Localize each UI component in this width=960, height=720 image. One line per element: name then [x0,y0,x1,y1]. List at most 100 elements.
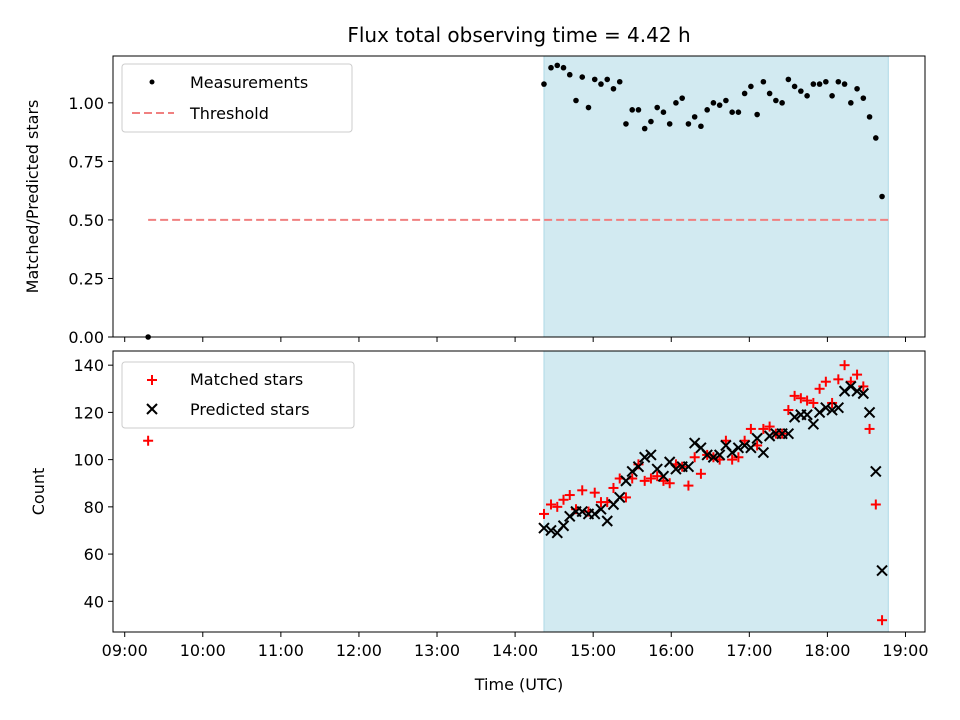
x-tick-label: 14:00 [492,641,538,660]
top-legend-box [121,63,353,133]
predicted-star-point [763,430,776,442]
measurement-point [748,83,754,90]
measurement-point [873,135,879,141]
measurement-point [616,78,623,85]
predicted-star-point [826,404,838,416]
measurement-point [610,85,617,92]
measurement-point [635,107,642,113]
measurement-point [698,123,704,130]
chart-title: Flux total observing time = 4.42 h [347,23,690,47]
y-tick-label: 100 [73,451,104,470]
x-tick-label: 18:00 [804,641,850,660]
measurement-point [560,64,567,71]
measurement-point [541,81,547,87]
matched-star-point [639,475,650,486]
measurement-point [573,97,579,104]
predicted-star-point [632,460,645,473]
matched-star-point [814,383,825,394]
predicted-star-point [557,520,570,532]
predicted-star-point [732,442,745,454]
predicted-star-point [832,401,845,414]
measurement-point [829,93,835,99]
x-tick-label: 10:00 [180,641,226,660]
measurement-point [729,109,735,115]
measurement-point [735,109,742,115]
measurement-point [548,64,554,71]
legend-measurements-marker [149,79,155,85]
measurement-point [741,90,748,97]
x-tick-label: 17:00 [726,641,772,660]
measurement-point [673,100,679,106]
measurement-point [685,121,692,127]
predicted-star-point [851,385,863,397]
measurement-point [779,100,785,106]
top-y-axis-label: Matched/Predicted stars [23,100,42,294]
matched-star-point [689,452,700,463]
measurement-point [591,76,598,83]
predicted-star-point [601,515,613,527]
predicted-star-point [820,401,832,414]
measurement-point [766,90,773,97]
predicted-star-point [801,409,813,421]
legend-predicted-label: Predicted stars [190,400,310,419]
y-tick-label: 120 [73,403,104,422]
x-tick-label: 13:00 [414,641,460,660]
measurement-point [866,114,873,120]
matched-star-point [546,499,557,510]
predicted-star-point [620,475,632,487]
legend-matched-label: Matched stars [190,370,303,389]
measurement-point [760,78,767,85]
measurement-point [648,118,654,125]
measurement-point [798,88,804,94]
matched-star-point [833,374,844,385]
measurement-point [723,97,729,104]
predicted-star-point [782,427,795,440]
y-tick-label: 60 [84,545,104,564]
top-axes-frame [112,55,926,338]
measurement-point [679,95,685,101]
bottom-plot-area [143,360,888,626]
matched-star-point [589,487,600,498]
predicted-star-point [614,491,626,504]
measurement-point [641,125,648,132]
y-tick-label: 80 [84,498,104,517]
predicted-star-point [589,508,601,520]
measurement-point [716,102,723,108]
matched-star-point [870,499,881,510]
matched-star-point [877,615,888,626]
matched-star-point [783,405,794,416]
measurement-point [804,93,810,99]
measurement-point [823,78,829,85]
measurement-point [691,114,698,120]
predicted-star-point [757,446,770,459]
predicted-star-point [657,470,670,482]
matched-star-point [745,423,756,434]
measurement-point [816,81,823,87]
matched-star-point [664,478,675,489]
predicted-star-point [838,385,851,397]
matched-star-point [564,490,575,501]
legend-predicted-marker [146,403,158,415]
x-tick-label: 15:00 [570,641,616,660]
measurement-point [660,109,667,115]
x-axis-label: Time (UTC) [474,675,563,694]
y-tick-label: 40 [84,592,104,611]
measurement-point [623,121,629,127]
predicted-star-point [857,387,870,400]
measurement-point [854,85,860,92]
predicted-star-point [813,406,826,419]
predicted-star-point [738,439,751,452]
predicted-star-point [626,465,638,478]
predicted-star-point [701,449,713,461]
bottom-axes-frame [112,350,926,633]
legend-matched-marker [147,375,157,385]
y-tick-label: 0.75 [68,152,104,171]
top-observing-window [543,55,889,338]
predicted-star-point [707,451,720,463]
matched-star-point [558,494,569,505]
measurement-point [810,81,817,87]
legend-cross [146,403,158,415]
measurement-point [773,97,779,104]
predicted-star-point [726,446,738,459]
